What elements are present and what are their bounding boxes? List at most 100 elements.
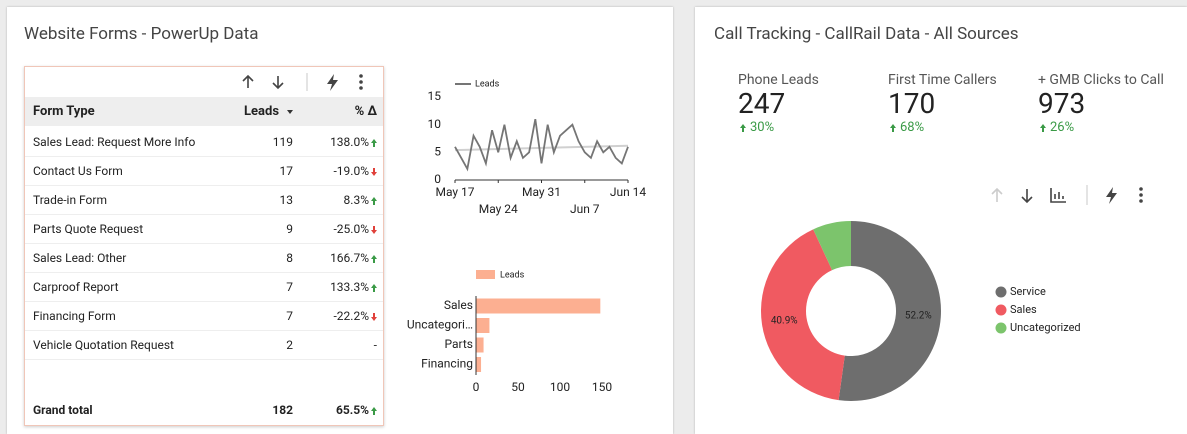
trend-arrow: [371, 283, 377, 292]
total-row: Grand total 182 65.5%: [25, 395, 383, 424]
arrow-shape: [1040, 124, 1046, 132]
scorecard-change-row: 26%: [1038, 120, 1164, 135]
y-tick-label: Financing: [421, 356, 473, 370]
table-row: Contact Us Form 17 -19.0%: [25, 156, 383, 186]
sort-down-icon[interactable]: [272, 76, 284, 90]
bar: [476, 337, 484, 353]
change-cell: -25.0%: [297, 222, 377, 236]
leads: 17: [279, 163, 294, 178]
column-header[interactable]: Form Type: [33, 104, 95, 119]
x-tick-label: Jun 14: [610, 185, 647, 199]
slice-label: 40.9%: [771, 316, 798, 327]
leads: 13: [279, 192, 294, 207]
trend-arrow: [371, 138, 377, 147]
change: -19.0%: [333, 163, 369, 178]
scorecard-change-row: 30%: [738, 120, 819, 135]
donut-toolbar: [991, 185, 1088, 205]
more-icon[interactable]: [1139, 187, 1143, 203]
change-cell: -: [297, 338, 377, 352]
arrow-shape: [371, 283, 377, 292]
sort-up-icon[interactable]: [991, 187, 1003, 202]
leads: 8: [286, 250, 293, 265]
scorecard-change: 30%: [750, 120, 775, 135]
leads: 9: [286, 221, 293, 236]
legend-label: Uncategorized: [1010, 321, 1081, 334]
more-icon[interactable]: [359, 74, 363, 90]
donut-slice: [813, 221, 851, 271]
form-type: Sales Lead: Other: [33, 250, 127, 265]
donut-slice: [760, 229, 845, 401]
total-leads: 182: [272, 402, 293, 417]
form-type: Parts Quote Request: [33, 221, 144, 236]
x-tick-label: May 31: [522, 185, 561, 199]
legend-label: Leads: [500, 270, 525, 280]
form-type: Trade-in Form: [33, 192, 107, 207]
scorecard-label: + GMB Clicks to Call: [1038, 72, 1164, 88]
change: 138.0%: [330, 134, 369, 149]
chart-icon[interactable]: [1050, 188, 1066, 203]
scorecard-value: 973: [1038, 87, 1086, 120]
scorecard-value: 247: [738, 87, 786, 120]
scorecard-label: Phone Leads: [738, 72, 819, 88]
column-header[interactable]: % Δ: [354, 104, 377, 119]
change: -: [373, 337, 377, 352]
scorecard-value: 170: [888, 87, 936, 120]
trend-arrow: [371, 196, 377, 205]
trend-arrow: [371, 225, 377, 234]
legend-label: Leads: [475, 79, 500, 89]
column-header[interactable]: Leads: [243, 104, 279, 119]
table-row: Financing Form 7 -22.2%: [25, 301, 383, 331]
table-row: Trade-in Form 13 8.3%: [25, 185, 383, 215]
change: 8.3%: [343, 192, 369, 207]
change-cell: 65.5%: [297, 403, 377, 417]
y-tick-label: Parts: [444, 337, 473, 351]
scorecard-change: 68%: [900, 120, 925, 135]
table-row: Parts Quote Request 9 -25.0%: [25, 214, 383, 244]
change: -25.0%: [333, 221, 369, 236]
change-cell: 138.0%: [297, 135, 377, 149]
donut-slice: [838, 221, 941, 402]
sort-down-icon[interactable]: [1021, 189, 1033, 204]
y-tick-label: 10: [428, 117, 442, 131]
form-type: Contact Us Form: [33, 163, 123, 178]
arrow-shape: [371, 254, 377, 263]
bar: [476, 298, 601, 314]
bar: [476, 318, 490, 333]
table-row: Sales Lead: Other 8 166.7%: [25, 243, 383, 273]
x-tick-label: Jun 7: [570, 202, 600, 216]
trend-arrow: [371, 312, 377, 321]
arrow-shape: [371, 406, 377, 415]
change-cell: -19.0%: [297, 164, 377, 178]
calls-card: [695, 7, 1187, 434]
card-title: Website Forms - PowerUp Data: [24, 24, 259, 44]
line-series: [454, 118, 629, 172]
arrow-shape: [740, 124, 746, 132]
slice-label: 52.2%: [905, 310, 932, 321]
legend-label: Sales: [1010, 303, 1037, 316]
sort-up-icon[interactable]: [242, 74, 254, 88]
lightning-icon[interactable]: [1106, 187, 1117, 204]
x-tick-label: 50: [511, 380, 525, 394]
arrow-shape: [371, 225, 377, 234]
forms-table: Form Type Leads % Δ Sales Lead: Request …: [24, 66, 384, 426]
trend-arrow: [371, 406, 377, 415]
scorecard: First Time Callers 170 68%: [888, 72, 997, 135]
change: 133.3%: [330, 279, 369, 294]
trend-arrow: [890, 124, 896, 132]
arrow-shape: [371, 312, 377, 321]
total-change: 65.5%: [335, 402, 369, 417]
card-title: Call Tracking - CallRail Data - All Sour…: [714, 24, 1019, 44]
x-tick-label: 100: [550, 380, 570, 394]
x-tick-label: May 24: [479, 202, 518, 216]
form-type: Financing Form: [33, 308, 116, 323]
trend-arrow: [371, 254, 377, 263]
legend-label: Service: [1010, 285, 1046, 298]
change-cell: 133.3%: [297, 280, 377, 294]
table-row: Sales Lead: Request More Info 119 138.0%: [25, 127, 383, 157]
legend-swatch: [995, 286, 1007, 298]
trend-arrow: [740, 124, 746, 132]
lightning-icon[interactable]: [327, 74, 338, 91]
scorecard: Phone Leads 247 30%: [738, 72, 819, 135]
